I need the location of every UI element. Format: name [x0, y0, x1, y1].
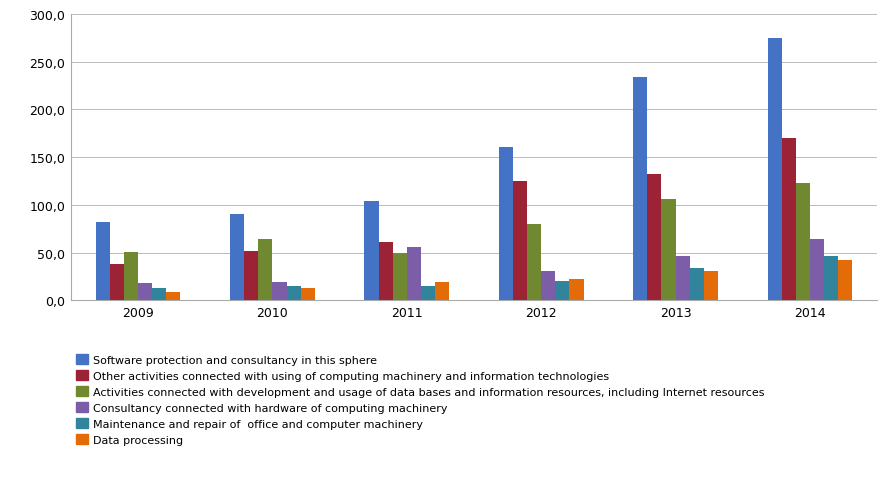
- Legend: Software protection and consultancy in this sphere, Other activities connected w: Software protection and consultancy in t…: [76, 355, 765, 445]
- Bar: [378, 242, 392, 301]
- Bar: [167, 292, 181, 301]
- Bar: [810, 239, 824, 301]
- Bar: [364, 201, 378, 301]
- Bar: [245, 251, 259, 301]
- Bar: [781, 139, 796, 301]
- Bar: [110, 265, 124, 301]
- Bar: [138, 284, 152, 301]
- Bar: [124, 252, 138, 301]
- Bar: [527, 224, 541, 301]
- Bar: [435, 283, 449, 301]
- Bar: [286, 286, 300, 301]
- Bar: [796, 183, 810, 301]
- Bar: [703, 271, 718, 301]
- Bar: [824, 257, 838, 301]
- Bar: [407, 247, 421, 301]
- Bar: [838, 261, 852, 301]
- Bar: [300, 288, 315, 301]
- Bar: [259, 239, 272, 301]
- Bar: [556, 282, 570, 301]
- Bar: [513, 181, 527, 301]
- Bar: [272, 283, 286, 301]
- Bar: [230, 215, 245, 301]
- Bar: [648, 175, 662, 301]
- Bar: [499, 147, 513, 301]
- Bar: [767, 39, 781, 301]
- Bar: [675, 257, 689, 301]
- Bar: [541, 271, 556, 301]
- Bar: [662, 200, 675, 301]
- Bar: [689, 268, 703, 301]
- Bar: [152, 288, 167, 301]
- Bar: [421, 286, 435, 301]
- Bar: [96, 222, 110, 301]
- Bar: [633, 78, 648, 301]
- Bar: [570, 280, 584, 301]
- Bar: [392, 253, 407, 301]
